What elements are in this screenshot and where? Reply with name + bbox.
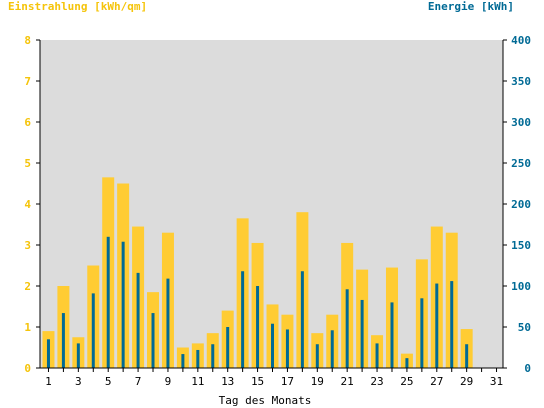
bar-energie-day-5 (106, 236, 110, 368)
bar-energie-day-14 (241, 271, 245, 368)
bar-energie-day-6 (121, 241, 125, 368)
bar-energie-day-17 (285, 329, 289, 368)
x-tick-label-19: 19 (311, 375, 324, 388)
left-axis-title: Einstrahlung [kWh/qm] (8, 0, 148, 13)
x-tick-label-15: 15 (251, 375, 264, 388)
bar-energie-day-20 (330, 330, 334, 368)
left-tick-label-2: 2 (24, 280, 31, 293)
right-tick-label-300: 300 (511, 116, 531, 129)
bar-energie-day-2 (61, 313, 65, 368)
bar-energie-day-3 (76, 343, 80, 368)
bar-energie-day-15 (256, 286, 260, 368)
bar-energie-day-10 (181, 354, 185, 368)
x-tick-label-1: 1 (45, 375, 52, 388)
left-tick-label-7: 7 (24, 75, 31, 88)
x-tick-label-29: 29 (460, 375, 473, 388)
bar-energie-day-8 (151, 313, 155, 368)
x-tick-label-23: 23 (370, 375, 383, 388)
bar-energie-day-18 (300, 271, 304, 368)
bar-energie-day-9 (166, 278, 170, 368)
left-tick-label-5: 5 (24, 157, 31, 170)
bar-energie-day-7 (136, 272, 140, 368)
x-tick-label-3: 3 (75, 375, 82, 388)
x-tick-label-11: 11 (191, 375, 204, 388)
left-tick-label-0: 0 (24, 362, 31, 375)
right-tick-label-350: 350 (511, 75, 531, 88)
x-tick-label-27: 27 (430, 375, 443, 388)
bar-energie-day-16 (271, 323, 274, 368)
right-axis-title: Energie [kWh] (427, 0, 514, 13)
bar-energie-day-23 (375, 343, 379, 368)
bar-energie-day-4 (91, 293, 95, 368)
bar-energie-day-25 (405, 358, 409, 368)
right-tick-label-250: 250 (511, 157, 531, 170)
right-tick-label-200: 200 (511, 198, 531, 211)
bar-energie-day-1 (46, 339, 50, 368)
bar-energie-day-28 (450, 281, 454, 368)
left-tick-label-6: 6 (24, 116, 31, 129)
x-tick-label-21: 21 (341, 375, 354, 388)
bar-energie-day-12 (211, 344, 215, 368)
left-tick-label-8: 8 (24, 34, 31, 47)
bar-energie-day-26 (420, 298, 424, 368)
x-tick-label-5: 5 (105, 375, 112, 388)
right-tick-label-400: 400 (511, 34, 531, 47)
bar-energie-day-22 (360, 299, 364, 368)
x-tick-label-17: 17 (281, 375, 294, 388)
left-tick-label-4: 4 (24, 198, 31, 211)
right-tick-label-50: 50 (518, 321, 531, 334)
x-tick-label-31: 31 (490, 375, 503, 388)
x-tick-label-25: 25 (400, 375, 413, 388)
left-tick-label-1: 1 (24, 321, 31, 334)
x-tick-label-13: 13 (221, 375, 234, 388)
bar-energie-day-29 (465, 344, 469, 368)
x-axis-title: Tag des Monats (218, 394, 312, 407)
right-tick-label-0: 0 (524, 362, 531, 375)
bar-energie-day-27 (435, 283, 439, 368)
bar-energie-day-19 (315, 344, 319, 368)
right-tick-label-150: 150 (511, 239, 531, 252)
x-tick-label-7: 7 (135, 375, 142, 388)
x-tick-label-9: 9 (165, 375, 172, 388)
bar-energie-day-21 (345, 289, 349, 368)
right-tick-label-100: 100 (511, 280, 531, 293)
bar-energie-day-13 (226, 327, 230, 368)
left-tick-label-3: 3 (24, 239, 31, 252)
bar-energie-day-11 (196, 349, 200, 368)
bar-energie-day-24 (390, 302, 394, 368)
